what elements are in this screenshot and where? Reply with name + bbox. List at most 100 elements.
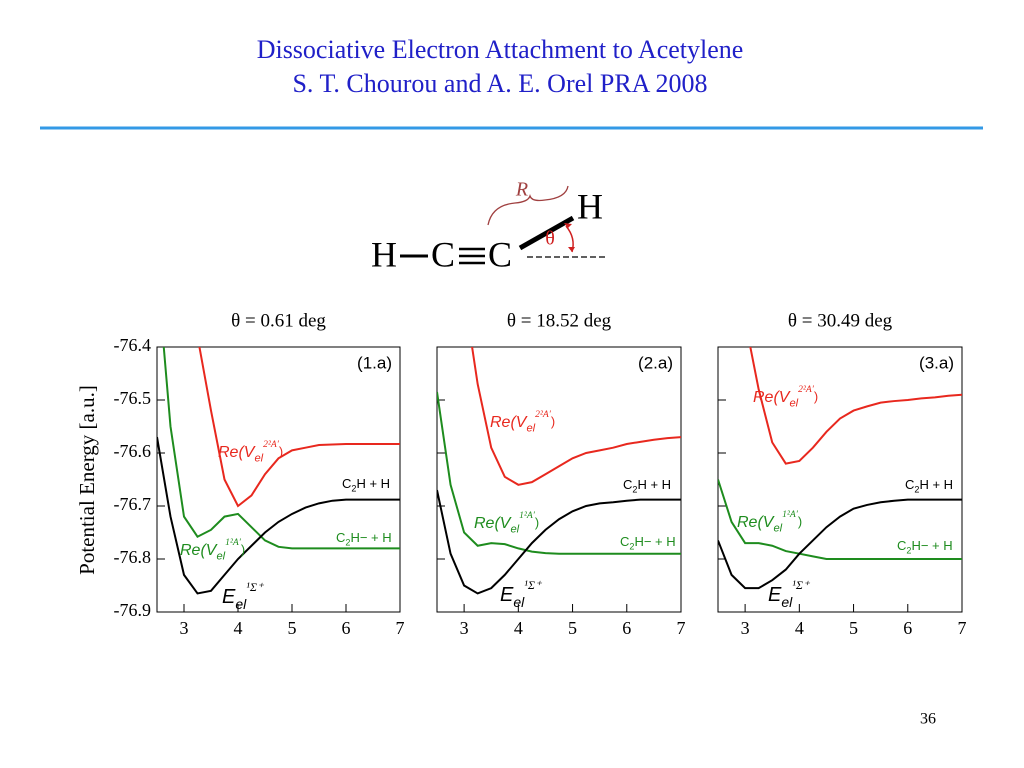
plot-area [718,347,962,590]
atom: C [431,234,455,274]
label-part: 1²A′ [519,510,536,521]
curve [718,498,962,590]
asymptote-label: C2H + H [905,477,953,495]
label-part: ) [551,414,555,429]
atom: H [577,186,603,226]
curve-label: Re(Vel2²A′) [753,384,818,409]
label-part: 2 [914,485,919,495]
x-tick-label: 4 [234,618,243,638]
label-part: el [789,398,798,410]
label-part: Re(V [180,542,218,559]
label-part: el [216,551,225,563]
x-tick-label: 4 [795,618,804,638]
label-part: 2 [906,546,911,556]
panel-label: (3.a) [919,353,954,372]
label-part: ) [535,515,539,530]
label-part: ¹Σ⁺ [524,578,543,592]
chart-title: θ = 30.49 deg [788,310,893,331]
angle-label: θ [545,228,555,250]
curve-label: Re(Vel2²A′) [490,409,555,434]
label-part: ) [279,444,283,459]
label-part: 2²A′ [798,384,815,395]
label-part: H− + H [634,534,675,549]
label-part: 2²A′ [535,409,552,420]
label-part: ) [798,514,802,529]
plot-frame [156,346,401,613]
x-tick-label: 6 [342,618,351,638]
curve [437,391,681,555]
label-part: E [222,586,236,608]
bond [518,215,575,251]
label-part: 1²A′ [225,537,242,548]
x-tick-label: 3 [460,618,469,638]
label-part: el [235,596,247,612]
chart-title: θ = 0.61 deg [231,310,326,331]
label-part: ¹Σ⁺ [246,580,265,594]
panel-label: (2.a) [638,353,673,372]
atom: C [488,234,512,274]
x-tick-label: 7 [396,618,405,638]
label-part: ) [241,542,245,557]
y-tick-label: -76.6 [114,441,152,461]
label-part: C [905,477,914,492]
bond-label: R [515,179,528,201]
curve-label: Eel ¹Σ⁺ [500,578,543,610]
label-part: 2 [345,538,350,548]
curve-label: Re(Vel1²A′) [737,509,802,534]
x-tick-label: 5 [568,618,577,638]
curve-label: Re(Vel1²A′) [474,510,539,535]
label-part: el [773,523,782,535]
label-part: el [510,524,519,536]
label-part: H + H [637,477,671,492]
x-tick-label: 4 [514,618,523,638]
label-part: ¹Σ⁺ [792,578,811,592]
label-part: Re(V [474,515,512,532]
label-part: el [526,423,535,435]
label-part: C [336,530,345,545]
x-tick-label: 7 [958,618,967,638]
curve-label: Re(Vel2²A′) [218,439,283,464]
asymptote-label: C2H− + H [620,534,676,552]
panel-label: (1.a) [357,353,392,372]
curve [157,436,400,595]
bond-brace [487,185,569,226]
label-part: el [781,594,793,610]
page-number: 36 [920,711,936,728]
curve [437,489,681,595]
x-tick-label: 7 [677,618,686,638]
label-part: C [620,534,629,549]
x-tick-label: 6 [622,618,631,638]
slide-title: Dissociative Electron Attachment to Acet… [257,35,744,64]
y-tick-label: -76.7 [114,494,152,514]
label-part: 2 [629,542,634,552]
plot-area [157,347,400,595]
y-tick-label: -76.9 [114,600,152,620]
label-part: ) [814,389,818,404]
y-tick-label: -76.5 [114,388,152,408]
curve [749,347,962,465]
label-part: E [500,584,514,606]
curve [471,347,681,486]
y-tick-label: -76.4 [114,335,152,355]
label-part: el [254,453,263,465]
asymptote-label: C2H− + H [897,538,953,556]
asymptote-label: C2H− + H [336,530,392,548]
y-axis-label: Potential Energy [a.u.] [75,385,99,575]
label-part: 2 [632,485,637,495]
curve [162,347,400,550]
label-part: H + H [919,477,953,492]
curve-label: Eel ¹Σ⁺ [222,580,265,612]
label-part: H + H [356,476,390,491]
curve-label: Eel ¹Σ⁺ [768,578,811,610]
slide-subtitle: S. T. Chourou and A. E. Orel PRA 2008 [292,69,707,98]
x-tick-label: 3 [180,618,189,638]
label-part: H− + H [911,538,952,553]
label-part: Re(V [753,389,791,406]
label-part: C [342,476,351,491]
curve [198,347,400,508]
angle-arrow [564,223,575,252]
chart-title: θ = 18.52 deg [507,310,612,331]
label-part: Re(V [490,414,528,431]
plot-frame [436,346,682,613]
